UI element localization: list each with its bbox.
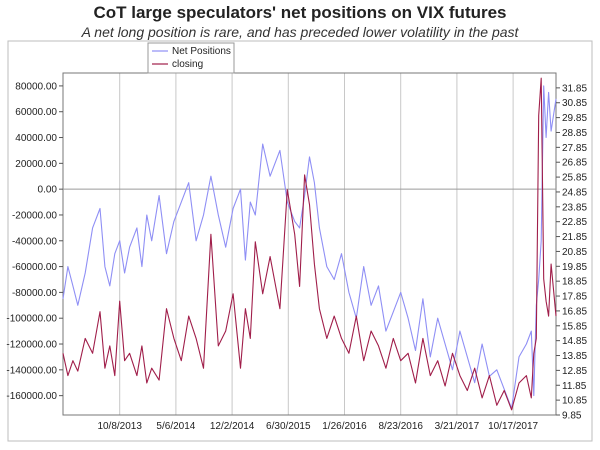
series-line-net-positions — [62, 85, 557, 410]
right-tick-label-20: 11.85 — [562, 381, 587, 392]
x-tick-label-7: 10/17/2017 — [488, 421, 538, 432]
x-tick-label-4: 1/26/2016 — [322, 421, 367, 432]
right-tick-label-6: 25.85 — [562, 173, 587, 184]
right-tick-label-21: 10.85 — [562, 396, 587, 407]
left-tick-label-10: -120000.00 — [6, 340, 57, 351]
right-tick-label-11: 20.85 — [562, 247, 587, 258]
left-tick-label-8: -80000.00 — [12, 288, 57, 299]
x-tick-label-1: 5/6/2014 — [156, 421, 195, 432]
right-tick-label-15: 16.85 — [562, 306, 587, 317]
left-tick-label-3: 20000.00 — [15, 159, 57, 170]
left-tick-label-4: 0.00 — [38, 185, 58, 196]
right-tick-label-12: 19.85 — [562, 262, 587, 273]
right-tick-label-9: 22.85 — [562, 217, 587, 228]
right-tick-label-0: 31.85 — [562, 83, 587, 94]
right-axis: 31.85 30.85 29.85 28.85 27.85 26.85 25.85 24.85… — [556, 83, 587, 422]
plot-area — [62, 72, 557, 416]
chart-title: CoT large speculators' net positions on … — [93, 3, 507, 22]
right-tick-label-1: 30.85 — [562, 98, 587, 109]
legend-label-net-positions: Net Positions — [172, 46, 231, 57]
right-tick-label-18: 13.85 — [562, 351, 587, 362]
right-tick-label-17: 14.85 — [562, 336, 587, 347]
left-tick-label-11: -140000.00 — [6, 365, 57, 376]
left-axis: 80000.00 60000.00 40000.00 20000.00 0.00 -200… — [6, 81, 63, 402]
right-tick-label-2: 29.85 — [562, 113, 587, 124]
right-tick-label-5: 26.85 — [562, 158, 587, 169]
x-tick-label-3: 6/30/2015 — [266, 421, 311, 432]
right-tick-label-13: 18.85 — [562, 277, 587, 288]
legend: Net Positions closing — [147, 42, 235, 74]
legend-label-closing: closing — [172, 59, 203, 70]
right-tick-label-8: 23.85 — [562, 202, 587, 213]
x-axis: 10/8/2013 5/6/2014 12/2/2014 6/30/2015 1/26/… — [97, 421, 538, 432]
x-tick-label-6: 3/21/2017 — [435, 421, 480, 432]
left-tick-label-9: -100000.00 — [6, 314, 57, 325]
series-line-closing — [62, 77, 557, 411]
x-tick-label-5: 8/23/2016 — [378, 421, 423, 432]
left-tick-label-5: -20000.00 — [12, 210, 57, 221]
right-tick-label-3: 28.85 — [562, 128, 587, 139]
left-tick-label-12: -160000.00 — [6, 391, 57, 402]
left-tick-label-2: 40000.00 — [15, 133, 57, 144]
right-tick-label-22: 9.85 — [562, 411, 582, 422]
left-tick-label-7: -60000.00 — [12, 262, 57, 273]
legend-box — [147, 42, 235, 74]
right-tick-label-4: 27.85 — [562, 143, 587, 154]
left-tick-label-6: -40000.00 — [12, 236, 57, 247]
x-tick-label-2: 12/2/2014 — [210, 421, 255, 432]
right-tick-label-7: 24.85 — [562, 187, 587, 198]
gridlines — [119, 73, 514, 415]
chart-subtitle: A net long position is rare, and has pre… — [81, 24, 519, 40]
series-layer — [62, 77, 557, 411]
right-tick-label-10: 21.85 — [562, 232, 587, 243]
right-tick-label-16: 15.85 — [562, 321, 587, 332]
right-tick-label-14: 17.85 — [562, 292, 587, 303]
x-tick-label-0: 10/8/2013 — [97, 421, 142, 432]
chart-frame — [7, 40, 593, 442]
left-tick-label-1: 60000.00 — [15, 107, 57, 118]
left-tick-label-0: 80000.00 — [15, 81, 57, 92]
right-tick-label-19: 12.85 — [562, 366, 587, 377]
